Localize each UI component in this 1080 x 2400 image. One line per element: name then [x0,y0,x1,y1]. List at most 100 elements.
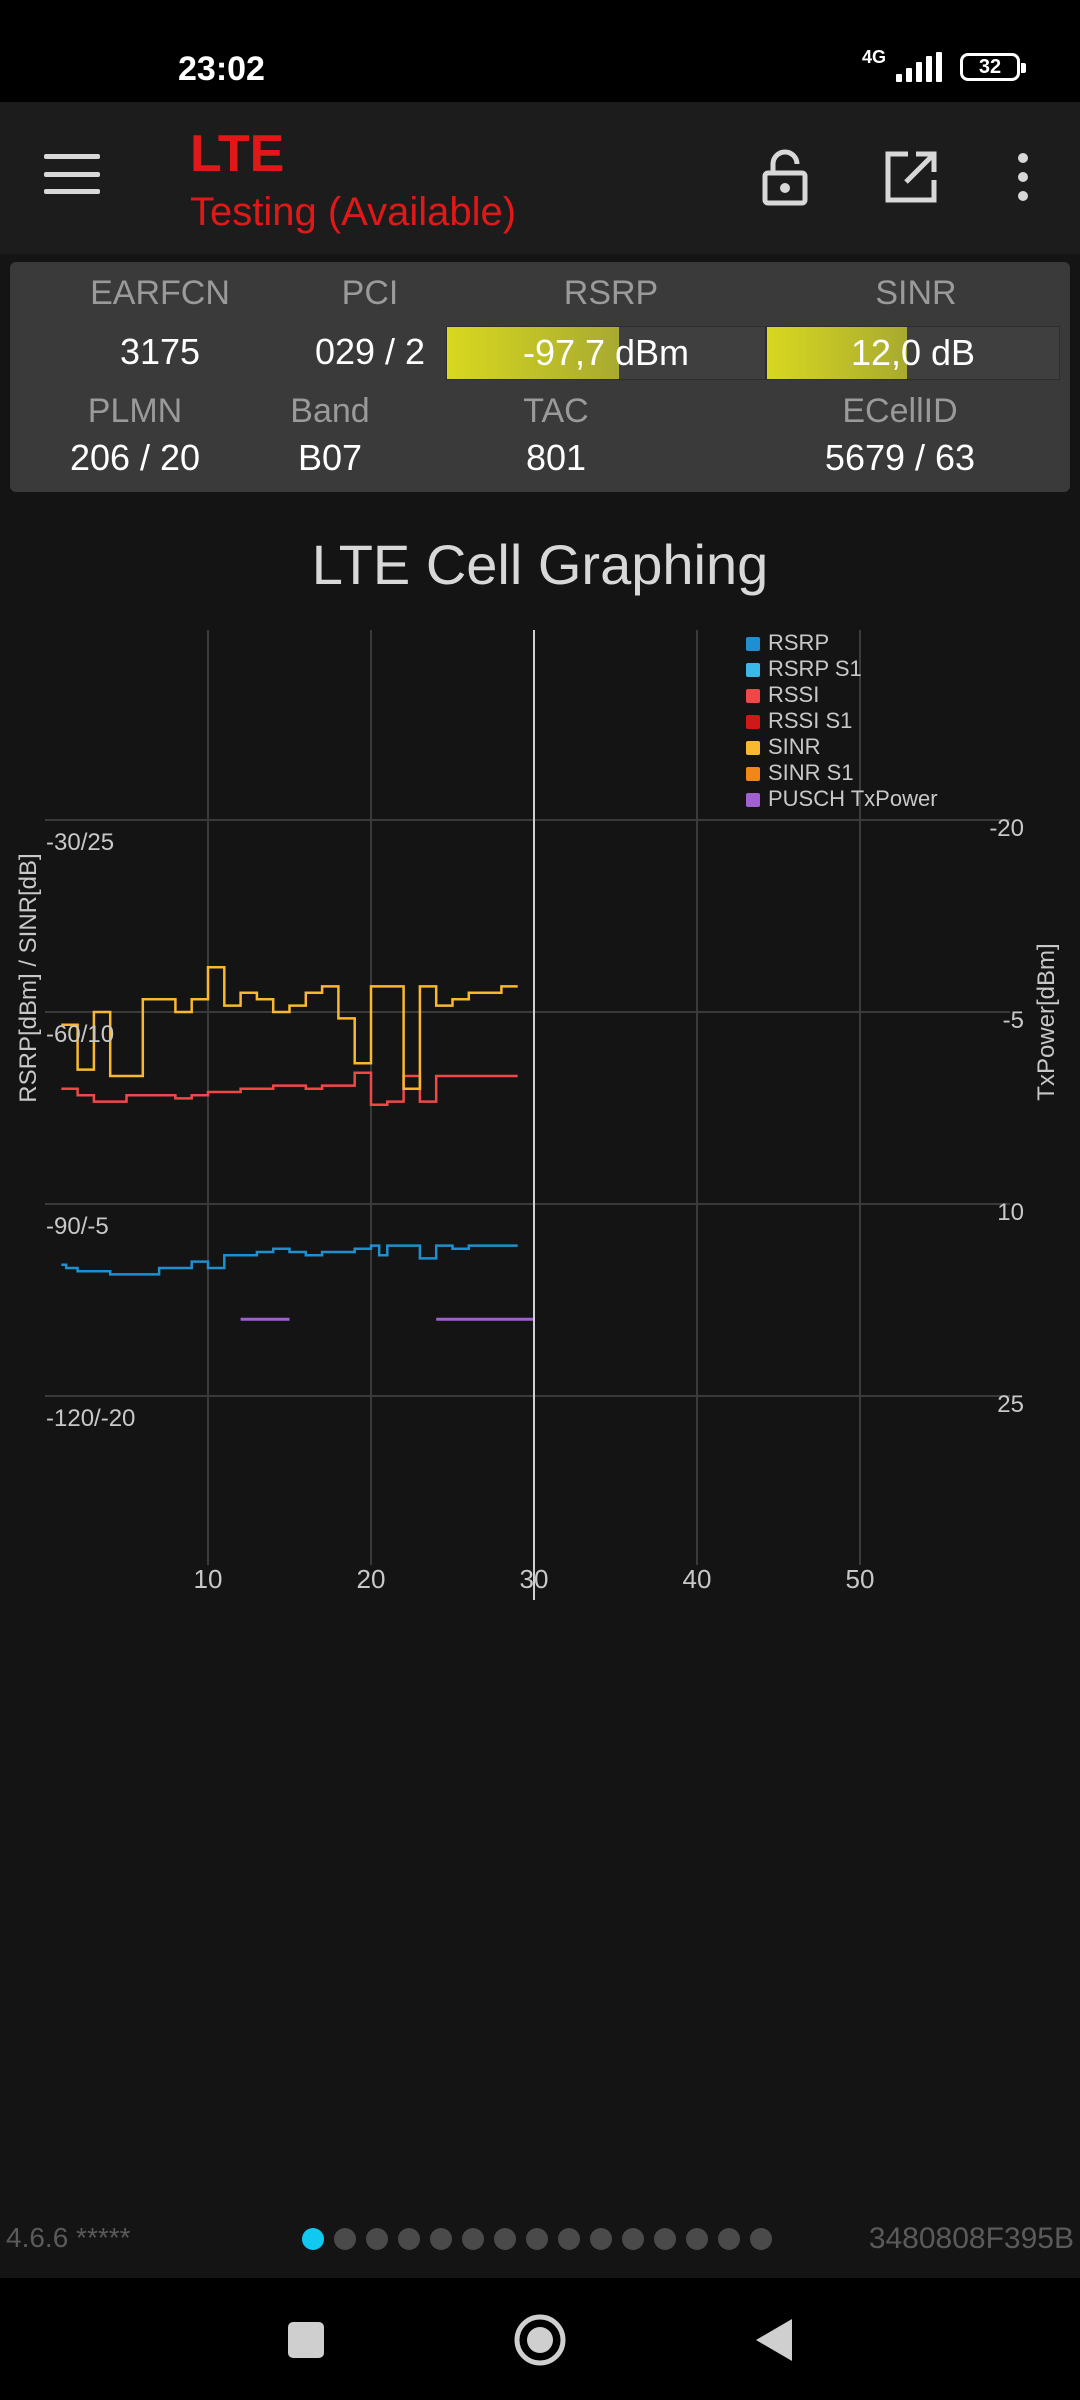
left-tick-label: -90/-5 [46,1213,109,1240]
page-dot[interactable] [718,2228,740,2250]
earfcn-value: 3175 [119,331,201,372]
right-tick-label: 10 [997,1199,1024,1226]
sinr-bar: 12,0 dB [766,326,1060,380]
page-dot[interactable] [494,2228,516,2250]
rsrp-value: -97,7 dBm [522,332,690,373]
app-version: 4.6.6 ***** [6,2222,131,2253]
page-dot[interactable] [334,2228,356,2250]
rsrp-label: RSRP [563,274,659,312]
rsrp-bar: -97,7 dBm [446,326,766,380]
tac-cell: TAC 801 [446,392,666,479]
left-tick-label: -30/25 [46,829,114,856]
ecellid-cell: ECellID 5679 / 63 [750,392,1050,479]
band-cell: Band B07 [230,392,430,479]
x-tick-label: 30 [520,1564,549,1594]
app-title: LTE [190,125,285,183]
cell-info-panel: EARFCN 3175 PCI 029 / 2 RSRP -97,7 dBm S… [10,262,1070,492]
page-dot[interactable] [398,2228,420,2250]
page-dot[interactable] [430,2228,452,2250]
legend-label: RSRP [768,630,829,655]
band-value: B07 [297,437,363,478]
tac-label: TAC [523,392,589,430]
page-dot[interactable] [622,2228,644,2250]
open-external-icon[interactable] [876,142,946,212]
earfcn-cell: EARFCN 3175 [50,274,270,373]
app-subtitle: Testing (Available) [190,190,517,234]
legend-swatch [746,637,760,651]
battery-level: 32 [978,55,1002,78]
left-tick-label: -120/-20 [46,1405,135,1432]
band-label: Band [290,392,370,430]
legend-label: RSRP S1 [768,656,862,681]
page-dot[interactable] [558,2228,580,2250]
plmn-label: PLMN [87,392,183,430]
right-tick-label: -5 [1003,1007,1024,1034]
status-time: 23:02 [178,50,265,88]
rsrp-label-cell: RSRP [446,274,776,313]
legend-label: SINR [768,734,821,759]
lte-cell-graph: 10 20 30 40 50 -30/25 -20 -60/10 -5 -90/-5 10 -120/… [15,630,1060,1600]
right-tick-label: -20 [989,815,1024,842]
pci-label: PCI [341,274,399,312]
page-dot[interactable] [590,2228,612,2250]
signal-icon [896,52,942,82]
ecellid-label: ECellID [842,392,958,430]
back-button[interactable] [742,2308,806,2372]
status-indicators: 4G 32 [862,48,1026,82]
rsrp-bar-fill [447,327,619,379]
left-axis-label: RSRP[dBm] / SINR[dB] [15,853,42,1102]
graph-title: LTE Cell Graphing [311,533,769,596]
legend-swatch [746,793,760,807]
graph-series [61,965,534,1321]
status-bar: 23:02 4G 32 [0,0,1080,102]
more-options-icon[interactable] [988,142,1058,212]
plmn-value: 206 / 20 [69,437,201,478]
page-dot[interactable] [750,2228,772,2250]
legend-swatch [746,663,760,677]
page-dot[interactable] [686,2228,708,2250]
series-line-rssi [61,1071,518,1107]
pci-cell: PCI 029 / 2 [270,274,470,373]
graph-labels: 10 20 30 40 50 -30/25 -20 -60/10 -5 -90/-5 10 -120/… [46,815,1024,1594]
battery-icon: 32 [960,53,1026,81]
page-dot[interactable] [462,2228,484,2250]
series-line-sinr [61,965,518,1091]
legend-label: SINR S1 [768,760,854,785]
legend-label: RSSI S1 [768,708,852,733]
sinr-label: SINR [875,274,957,312]
x-tick-label: 10 [194,1564,223,1594]
sinr-label-cell: SINR [766,274,1066,313]
tac-value: 801 [525,437,587,478]
legend-label: RSSI [768,682,819,707]
sinr-bar-fill [767,327,908,379]
legend-label: PUSCH TxPower [768,786,938,811]
sinr-value: 12,0 dB [850,332,976,373]
left-tick-label: -60/10 [46,1021,114,1048]
plmn-cell: PLMN 206 / 20 [20,392,250,479]
earfcn-label: EARFCN [90,274,230,312]
device-id: 3480808F395B [868,2222,1074,2255]
right-tick-label: 25 [997,1391,1024,1418]
page-dot[interactable] [526,2228,548,2250]
series-line-rsrp [61,1244,518,1276]
recents-button[interactable] [274,2308,338,2372]
legend-swatch [746,715,760,729]
legend-swatch [746,741,760,755]
pci-value: 029 / 2 [314,331,426,372]
legend-swatch [746,767,760,781]
network-type: 4G [861,47,886,67]
navigation-bar [0,2278,1080,2400]
lock-icon[interactable] [750,142,820,212]
page-indicator[interactable] [302,2228,772,2250]
page-dot[interactable] [302,2228,324,2250]
ecellid-value: 5679 / 63 [824,437,976,478]
x-tick-label: 50 [846,1564,875,1594]
x-tick-label: 40 [683,1564,712,1594]
menu-icon[interactable] [44,154,100,194]
page-dot[interactable] [654,2228,676,2250]
home-button[interactable] [508,2308,572,2372]
page-dot[interactable] [366,2228,388,2250]
x-tick-label: 20 [357,1564,386,1594]
right-axis-label: TxPower[dBm] [1033,943,1060,1100]
